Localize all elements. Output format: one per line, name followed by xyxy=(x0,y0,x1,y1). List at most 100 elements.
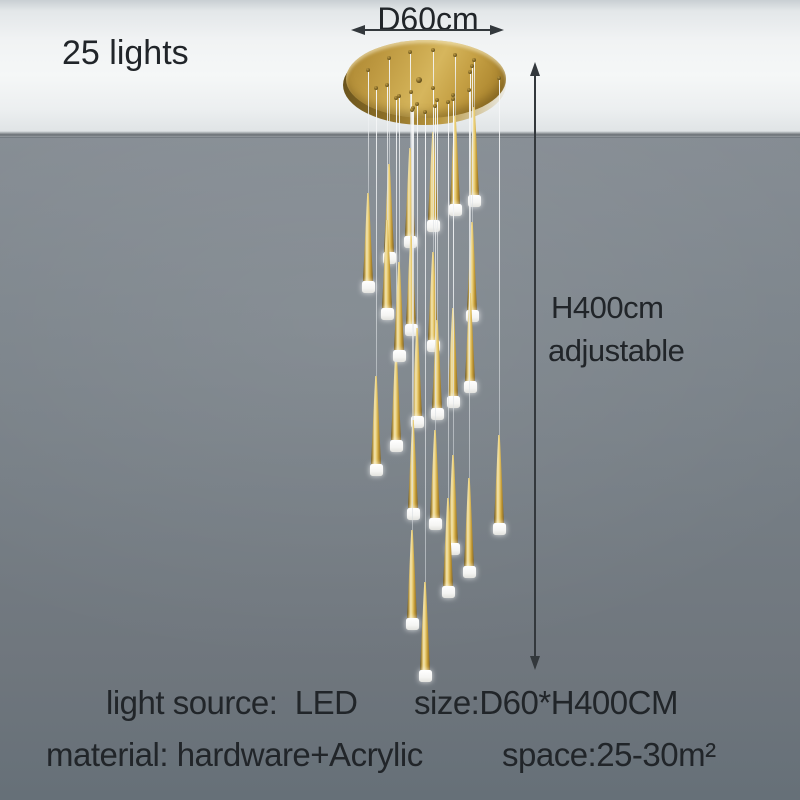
canopy-connector-dot xyxy=(387,56,391,60)
height-adjustable-label: adjustable xyxy=(548,333,685,368)
canopy-connector-dot xyxy=(394,96,398,100)
pendant-wire xyxy=(388,58,390,164)
pendant-wire xyxy=(434,106,436,430)
pendant-diffuser xyxy=(467,195,481,207)
pendant-cone xyxy=(430,430,440,518)
canopy-connector-dot xyxy=(467,88,471,92)
canopy-center-ball xyxy=(416,77,422,83)
canopy-connector-dot xyxy=(468,70,472,74)
canopy-connector-dot xyxy=(431,86,435,90)
canopy-connector-dot xyxy=(431,48,435,52)
pendant-cone xyxy=(405,148,415,236)
canopy-connector-dot xyxy=(472,58,476,62)
pendant-wire xyxy=(375,88,377,376)
pendant-cone xyxy=(420,582,430,670)
pendant-cone xyxy=(467,222,477,310)
pendant-wire xyxy=(412,108,414,420)
pendant-cone xyxy=(408,420,418,508)
canopy-connector-dot xyxy=(409,90,413,94)
canopy-connector-dot xyxy=(470,64,474,68)
pendant-wire xyxy=(436,100,438,320)
pendant-diffuser xyxy=(405,618,419,630)
pendant-diffuser xyxy=(380,308,394,320)
pendant-cone xyxy=(450,116,460,204)
pendant-cone xyxy=(382,220,392,308)
pendant-wire xyxy=(452,99,454,455)
canopy-connector-dot xyxy=(415,102,419,106)
spec-size: size:D60*H400CM xyxy=(414,684,678,721)
pendant-diffuser xyxy=(418,670,432,682)
pendant-diffuser xyxy=(361,281,375,293)
spec-material: material: hardware+Acrylic xyxy=(46,736,423,773)
arrowhead-right-icon xyxy=(490,25,504,35)
pendant-wire xyxy=(469,72,471,293)
diameter-label: D60cm xyxy=(377,1,479,37)
height-dimension-arrow xyxy=(530,62,540,670)
pendant-diffuser xyxy=(389,440,403,452)
pendant-wire xyxy=(468,90,470,478)
pendant-diffuser xyxy=(462,566,476,578)
arrowhead-left-icon xyxy=(351,25,365,35)
pendant-diffuser xyxy=(392,350,406,362)
pendant-wire xyxy=(395,98,397,352)
pendant-cone xyxy=(394,262,404,350)
pendant-wire xyxy=(367,70,369,193)
diameter-dimension-arrow xyxy=(351,25,504,35)
pendant-cone xyxy=(391,352,401,440)
pendant-wire xyxy=(473,60,475,107)
arrowhead-down-icon xyxy=(530,656,540,670)
diameter-arrow-line xyxy=(362,29,493,31)
canopy-connector-dot xyxy=(453,53,457,57)
pendant-diffuser xyxy=(430,408,444,420)
spec-space: space:25-30m² xyxy=(502,736,716,773)
pendant-diffuser xyxy=(369,464,383,476)
pendant-cone xyxy=(494,435,504,523)
canopy-connector-dot xyxy=(446,100,450,104)
pendant-cone xyxy=(363,193,373,281)
pendant-wire xyxy=(424,112,426,582)
height-label: H400cm xyxy=(551,290,664,325)
canopy-connector-dot xyxy=(433,104,437,108)
pendant-cone xyxy=(469,107,479,195)
pendant-diffuser xyxy=(492,523,506,535)
pendant-diffuser xyxy=(448,204,462,216)
canopy-connector-dot xyxy=(451,97,455,101)
pendant-wire xyxy=(498,78,500,435)
pendant-cone xyxy=(448,455,458,543)
pendant-cone xyxy=(371,376,381,464)
canopy-connector-dot xyxy=(423,110,427,114)
pendant-cone xyxy=(465,293,475,381)
pendant-cone xyxy=(443,498,453,586)
canopy-connector-dot xyxy=(408,50,412,54)
pendant-wire xyxy=(471,66,473,222)
pendant-wire xyxy=(398,96,400,262)
pendant-cone xyxy=(428,252,438,340)
pendant-diffuser xyxy=(463,381,477,393)
canopy-connector-dot xyxy=(497,76,501,80)
height-arrow-line xyxy=(534,73,536,659)
pendant-cone xyxy=(406,236,416,324)
canopy-connector-dot xyxy=(385,83,389,87)
pendant-wire xyxy=(454,55,456,116)
pendant-wire xyxy=(432,88,434,252)
arrowhead-up-icon xyxy=(530,62,540,76)
canopy-connector-dot xyxy=(451,93,455,97)
pendant-wire xyxy=(447,102,449,498)
pendant-wire xyxy=(386,85,388,220)
canopy-connector-dot xyxy=(410,108,414,112)
ceiling-wall-shadow xyxy=(0,131,800,138)
pendant-diffuser xyxy=(441,586,455,598)
canopy-connector-dot xyxy=(366,68,370,72)
pendant-diffuser xyxy=(406,508,420,520)
lights-count-label: 25 lights xyxy=(62,34,189,72)
canopy xyxy=(346,40,506,118)
pendant-wire xyxy=(409,52,411,148)
pendant-diffuser xyxy=(404,324,418,336)
pendant-wire xyxy=(411,110,413,530)
pendant-cone xyxy=(407,530,417,618)
pendant-wire xyxy=(416,104,418,328)
pendant-cone xyxy=(384,164,394,252)
pendant-cone xyxy=(432,320,442,408)
canopy-connector-dot xyxy=(435,98,439,102)
